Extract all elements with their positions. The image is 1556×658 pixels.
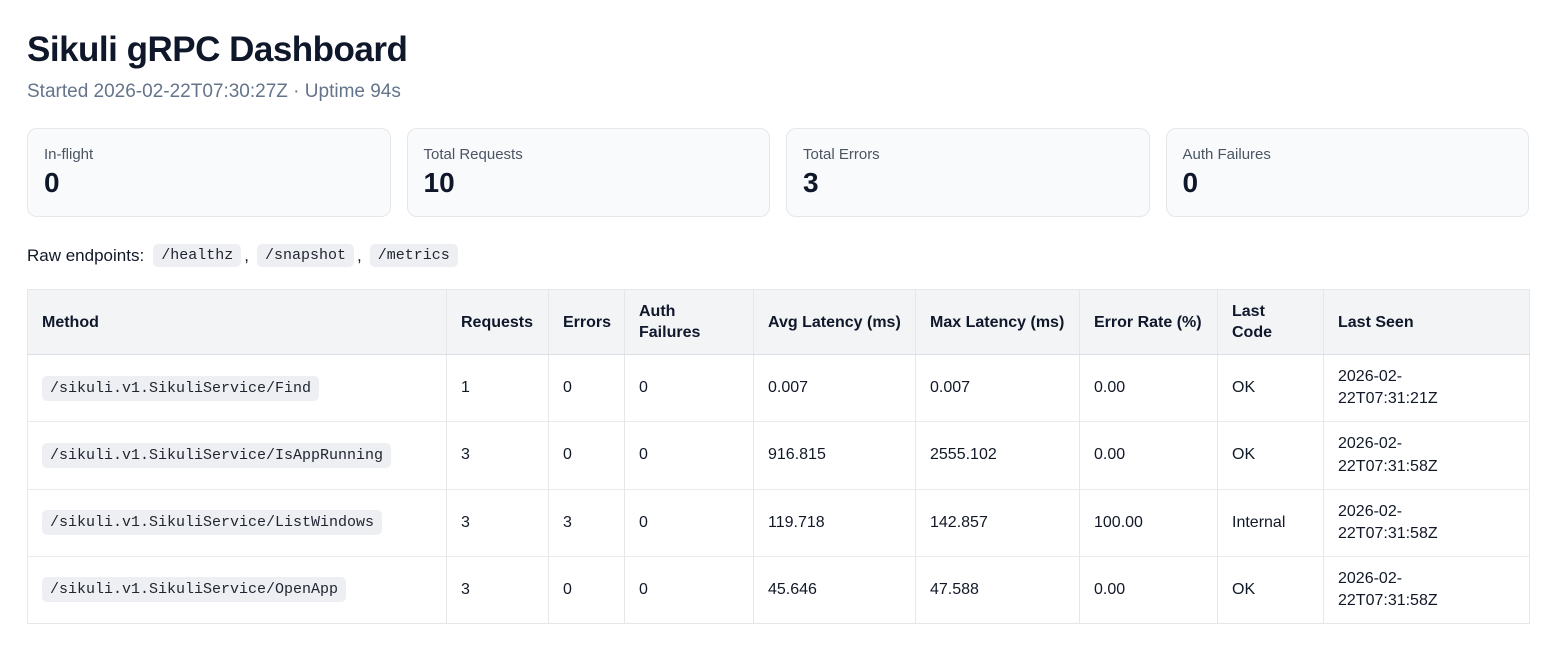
column-header-avg-latency: Avg Latency (ms) (753, 289, 916, 356)
endpoint-separator: , (356, 245, 362, 265)
endpoint-separator: , (244, 245, 249, 265)
method-cell: /sikuli.v1.SikuliService/Find (27, 354, 447, 422)
avg-latency-cell: 0.007 (753, 354, 916, 422)
page-subtitle: Started 2026-02-22T07:30:27Z · Uptime 94… (27, 81, 401, 103)
last-seen-text: 2026-02-22T07:31:58Z (1338, 435, 1438, 475)
auth-failures-cell: 0 (624, 421, 754, 490)
max-latency-cell: 47.588 (915, 555, 1080, 624)
last-seen-text: 2026-02-22T07:31:21Z (1338, 368, 1438, 408)
errors-cell: 0 (548, 354, 625, 422)
column-header-last-seen: Last Seen (1323, 289, 1530, 356)
last-seen-text: 2026-02-22T07:31:58Z (1338, 569, 1438, 609)
stat-value: 3 (803, 166, 819, 198)
max-latency-cell: 2555.102 (915, 421, 1080, 490)
column-header-auth-failures: Auth Failures (624, 289, 754, 356)
last-seen-text: 2026-02-22T07:31:58Z (1338, 502, 1438, 542)
stat-value: 0 (1182, 166, 1199, 198)
avg-latency-cell: 45.646 (753, 555, 916, 624)
column-header-errors: Errors (548, 289, 625, 356)
endpoint-link-healthz[interactable]: /healthz (153, 244, 242, 268)
method-chip: /sikuli.v1.SikuliService/Find (42, 376, 320, 401)
auth-failures-cell: 0 (624, 488, 754, 557)
column-header-last-code: Last Code (1217, 289, 1324, 356)
avg-latency-cell: 119.718 (753, 488, 916, 557)
errors-cell: 0 (548, 421, 625, 490)
error-rate-cell: 100.00 (1079, 488, 1218, 557)
method-chip: /sikuli.v1.SikuliService/ListWindows (42, 510, 383, 536)
method-cell: /sikuli.v1.SikuliService/OpenApp (27, 555, 447, 624)
column-header-requests: Requests (446, 289, 549, 356)
errors-cell: 0 (548, 555, 625, 624)
requests-cell: 3 (446, 555, 549, 624)
stat-value: 0 (44, 166, 60, 198)
stats-row: In-flight 0 Total Requests 10 Total Erro… (27, 128, 1529, 218)
metrics-table-header: Method Requests Errors Auth Failures Avg… (27, 289, 1530, 356)
last-code-cell: OK (1217, 555, 1324, 624)
method-cell: /sikuli.v1.SikuliService/ListWindows (27, 488, 447, 557)
last-code-cell: OK (1217, 354, 1324, 422)
error-rate-cell: 0.00 (1079, 354, 1218, 422)
stat-label: Auth Failures (1182, 146, 1271, 164)
requests-cell: 3 (446, 488, 549, 557)
last-seen-cell: 2026-02-22T07:31:58Z (1323, 555, 1530, 624)
stat-card-total-errors: Total Errors 3 (786, 128, 1150, 218)
requests-cell: 1 (446, 354, 549, 422)
method-chip: /sikuli.v1.SikuliService/OpenApp (42, 577, 347, 603)
error-rate-cell: 0.00 (1079, 421, 1218, 490)
max-latency-cell: 142.857 (915, 488, 1080, 557)
requests-cell: 3 (446, 421, 549, 490)
last-code-cell: Internal (1217, 488, 1324, 557)
stat-label: Total Errors (803, 146, 880, 164)
errors-cell: 3 (548, 488, 625, 557)
stat-card-in-flight: In-flight 0 (27, 128, 391, 218)
endpoint-link-metrics[interactable]: /metrics (369, 244, 458, 268)
auth-failures-cell: 0 (624, 354, 754, 422)
raw-endpoints-line: Raw endpoints: /healthz , /snapshot , /m… (27, 244, 1529, 268)
avg-latency-cell: 916.815 (753, 421, 916, 490)
column-header-error-rate: Error Rate (%) (1079, 289, 1218, 356)
error-rate-cell: 0.00 (1079, 555, 1218, 624)
method-cell: /sikuli.v1.SikuliService/IsAppRunning (27, 421, 447, 490)
auth-failures-cell: 0 (624, 555, 754, 624)
method-chip: /sikuli.v1.SikuliService/IsAppRunning (42, 443, 392, 469)
last-seen-cell: 2026-02-22T07:31:58Z (1323, 421, 1530, 490)
metrics-table-container: Method Requests Errors Auth Failures Avg… (27, 289, 1530, 624)
table-row: /sikuli.v1.SikuliService/OpenApp 3 0 0 4… (27, 555, 1530, 624)
max-latency-cell: 0.007 (915, 354, 1080, 422)
stat-label: Total Requests (423, 146, 523, 164)
column-header-max-latency: Max Latency (ms) (915, 289, 1080, 356)
table-row: /sikuli.v1.SikuliService/IsAppRunning 3 … (27, 421, 1530, 490)
stat-card-auth-failures: Auth Failures 0 (1165, 128, 1529, 218)
stat-label: In-flight (44, 146, 94, 164)
table-row: /sikuli.v1.SikuliService/Find 1 0 0 0.00… (27, 354, 1530, 422)
last-seen-cell: 2026-02-22T07:31:58Z (1323, 488, 1530, 557)
endpoint-link-snapshot[interactable]: /snapshot (256, 244, 354, 268)
metrics-table: Method Requests Errors Auth Failures Avg… (27, 289, 1530, 624)
last-code-cell: OK (1217, 421, 1324, 490)
column-header-method: Method (27, 289, 447, 356)
raw-endpoints-label: Raw endpoints: (27, 245, 145, 265)
table-row: /sikuli.v1.SikuliService/ListWindows 3 3… (27, 488, 1530, 557)
stat-value: 10 (423, 166, 455, 198)
last-seen-cell: 2026-02-22T07:31:21Z (1323, 354, 1530, 422)
stat-card-total-requests: Total Requests 10 (406, 128, 770, 218)
page-title: Sikuli gRPC Dashboard (27, 30, 408, 69)
